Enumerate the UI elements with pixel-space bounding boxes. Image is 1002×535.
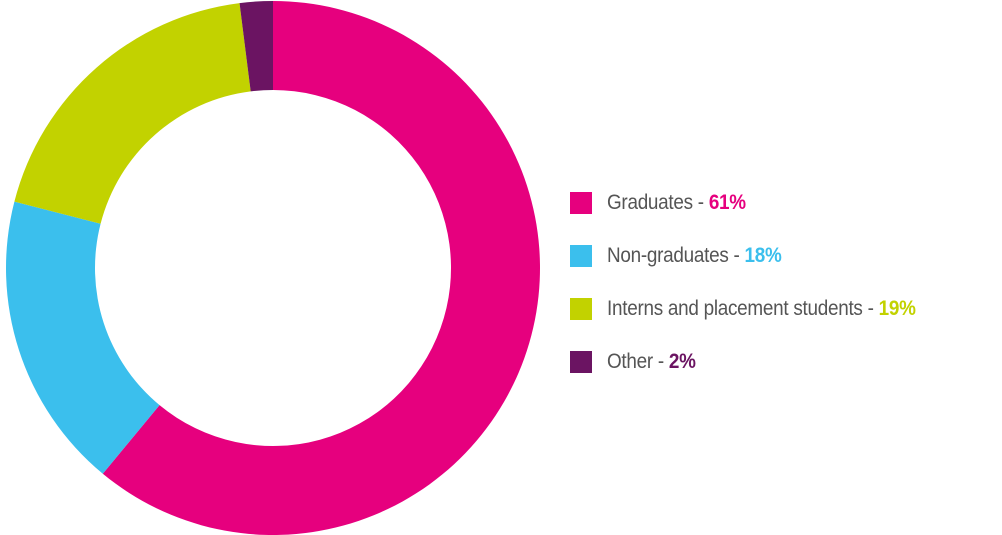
legend-item-non-graduates: Non-graduates - 18% — [570, 243, 998, 269]
legend-swatch-non-graduates — [570, 245, 592, 267]
legend-separator: - — [652, 350, 669, 373]
legend-label-other: Other - 2% — [607, 350, 696, 374]
legend-separator: - — [862, 297, 879, 320]
legend-separator: - — [692, 191, 709, 214]
legend-swatch-interns — [570, 298, 592, 320]
legend-name-interns: Interns and placement students — [607, 297, 863, 320]
legend-name-other: Other — [607, 350, 653, 373]
donut-slice-interns — [14, 3, 251, 224]
donut-slice-non-graduates — [6, 201, 160, 474]
legend-separator: - — [728, 244, 745, 267]
donut-chart — [6, 1, 540, 535]
legend-value-graduates: 61% — [708, 191, 746, 214]
legend-item-interns: Interns and placement students - 19% — [570, 296, 998, 322]
legend-swatch-other — [570, 351, 592, 373]
legend-value-other: 2% — [668, 350, 696, 373]
legend-label-non-graduates: Non-graduates - 18% — [607, 244, 782, 268]
legend-name-graduates: Graduates — [607, 191, 693, 214]
donut-slice-graduates — [102, 1, 540, 535]
legend-value-non-graduates: 18% — [744, 244, 782, 267]
legend-item-other: Other - 2% — [570, 349, 998, 375]
legend: Graduates - 61% Non-graduates - 18% Inte… — [570, 190, 998, 402]
donut-slice-other — [239, 1, 273, 92]
legend-value-interns: 19% — [878, 297, 916, 320]
legend-name-non-graduates: Non-graduates — [607, 244, 729, 267]
legend-swatch-graduates — [570, 192, 592, 214]
legend-label-graduates: Graduates - 61% — [607, 191, 746, 215]
legend-label-interns: Interns and placement students - 19% — [607, 297, 916, 321]
legend-item-graduates: Graduates - 61% — [570, 190, 998, 216]
